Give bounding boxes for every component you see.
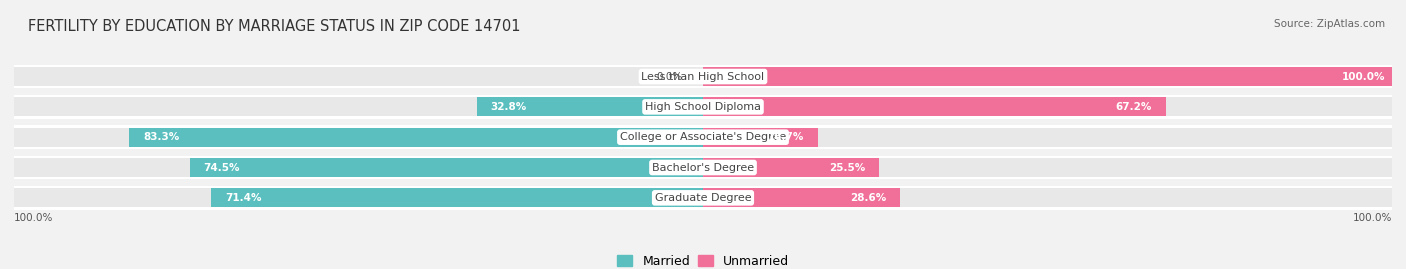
Text: 100.0%: 100.0% (14, 214, 53, 224)
Bar (14, 95, 1392, 119)
Bar (14, 186, 1392, 210)
Bar (129, 128, 703, 147)
Bar (190, 158, 703, 177)
Text: Source: ZipAtlas.com: Source: ZipAtlas.com (1274, 19, 1385, 29)
Bar (477, 97, 703, 116)
Text: 16.7%: 16.7% (768, 132, 804, 142)
Bar (14, 158, 1392, 177)
Bar (14, 156, 1392, 179)
Text: High School Diploma: High School Diploma (645, 102, 761, 112)
Text: 71.4%: 71.4% (225, 193, 262, 203)
Text: 32.8%: 32.8% (491, 102, 527, 112)
Bar (14, 128, 1392, 147)
Text: Graduate Degree: Graduate Degree (655, 193, 751, 203)
Text: 100.0%: 100.0% (1341, 72, 1385, 82)
Text: 100.0%: 100.0% (1353, 214, 1392, 224)
Text: 67.2%: 67.2% (1116, 102, 1152, 112)
Bar (14, 67, 1392, 86)
Bar (703, 97, 1166, 116)
Bar (703, 67, 1392, 86)
Bar (14, 125, 1392, 149)
Text: 25.5%: 25.5% (828, 162, 865, 172)
Text: College or Associate's Degree: College or Associate's Degree (620, 132, 786, 142)
Bar (703, 128, 818, 147)
Legend: Married, Unmarried: Married, Unmarried (612, 250, 794, 269)
Bar (703, 158, 879, 177)
Bar (211, 189, 703, 207)
Bar (14, 65, 1392, 89)
Text: 28.6%: 28.6% (851, 193, 886, 203)
Text: 0.0%: 0.0% (657, 72, 682, 82)
Text: FERTILITY BY EDUCATION BY MARRIAGE STATUS IN ZIP CODE 14701: FERTILITY BY EDUCATION BY MARRIAGE STATU… (28, 19, 520, 34)
Bar (703, 189, 900, 207)
Bar (14, 189, 1392, 207)
Text: Bachelor's Degree: Bachelor's Degree (652, 162, 754, 172)
Text: Less than High School: Less than High School (641, 72, 765, 82)
Text: 74.5%: 74.5% (204, 162, 240, 172)
Bar (14, 97, 1392, 116)
Text: 83.3%: 83.3% (143, 132, 179, 142)
